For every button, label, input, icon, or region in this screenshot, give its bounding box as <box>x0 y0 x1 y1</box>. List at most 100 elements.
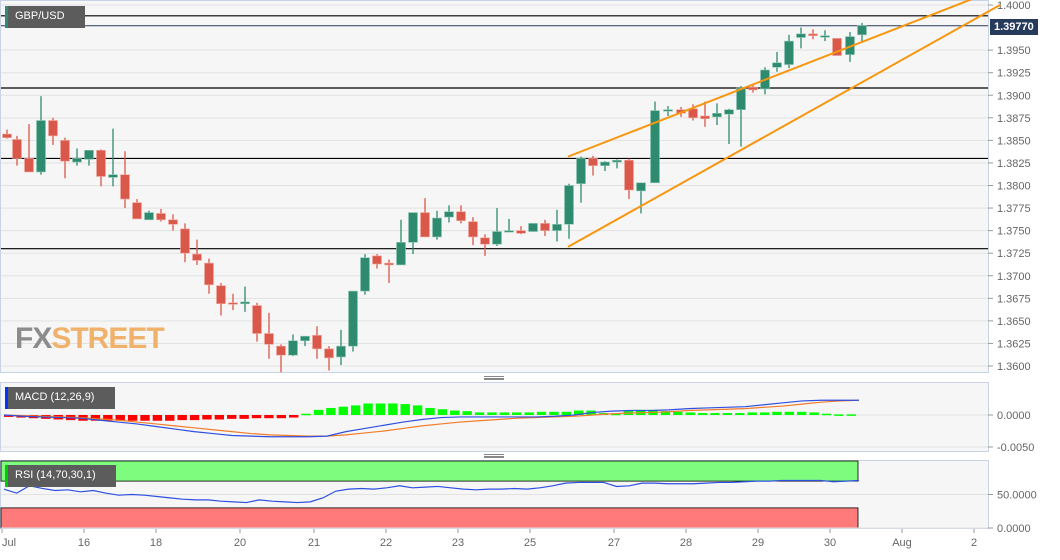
bearish-candle <box>2 133 12 138</box>
price-tick-label: 1.3900 <box>997 90 1031 102</box>
bearish-candle <box>96 150 106 177</box>
bullish-candle <box>84 150 94 160</box>
bearish-candle <box>516 230 526 234</box>
pane-resize-handle-macd[interactable] <box>484 376 504 380</box>
time-tick-label: 23 <box>452 537 464 549</box>
time-tick-label: 20 <box>234 537 246 549</box>
bearish-candle <box>384 262 394 266</box>
rsi-line <box>3 479 860 504</box>
bullish-candle <box>360 257 370 292</box>
bearish-candle <box>588 158 598 166</box>
bearish-candle <box>252 305 262 334</box>
bullish-candle <box>736 87 746 110</box>
bullish-candle <box>348 290 358 347</box>
pane-resize-handle-rsi[interactable] <box>484 454 504 458</box>
bullish-candle <box>288 340 298 356</box>
bullish-candle <box>108 174 118 178</box>
last-price-tag: 1.39770 <box>990 19 1038 35</box>
time-tick-label: 27 <box>608 537 620 549</box>
price-axis: 1.4000 1.3950 1.3925 1.3900 1.3875 1.3850 1.38… <box>988 0 1031 373</box>
macd-tick-label: -0.0050 <box>997 442 1034 454</box>
time-tick-label: 28 <box>680 537 692 549</box>
time-tick-label: Aug <box>892 537 912 549</box>
bearish-candle <box>264 333 274 345</box>
bullish-candle <box>784 40 794 65</box>
watermark-street: STREET <box>51 322 164 355</box>
bullish-candle <box>600 161 610 166</box>
rsi-label: RSI (14,70,30,1) <box>5 465 116 487</box>
bearish-candle <box>480 237 490 245</box>
bullish-candle <box>300 335 310 342</box>
bearish-candle <box>156 213 166 221</box>
price-tick-label: 1.3650 <box>997 316 1031 328</box>
rsi-title-text: RSI (14,70,30,1) <box>15 469 96 481</box>
bearish-candle <box>276 345 286 356</box>
rsi-overbought-zone <box>0 460 859 482</box>
symbol-label: GBP/USD <box>5 6 85 28</box>
bullish-candle <box>612 159 622 163</box>
price-tick-label: 1.4000 <box>997 0 1031 12</box>
bearish-candle <box>312 335 322 350</box>
time-tick-label: 16 <box>78 537 90 549</box>
price-tick-label: 1.3600 <box>997 361 1031 373</box>
bullish-candle <box>650 110 660 184</box>
channel-upper-line[interactable] <box>567 0 980 158</box>
bullish-candle <box>492 231 502 245</box>
macd-tick-label: 0.0000 <box>997 410 1031 422</box>
bullish-candle <box>408 212 418 243</box>
bullish-candle <box>796 33 806 38</box>
trend-channel <box>567 0 1001 248</box>
price-tick-label: 1.3775 <box>997 203 1031 215</box>
bearish-candle <box>120 174 130 200</box>
time-tick-label: 29 <box>752 537 764 549</box>
price-tick-label: 1.3875 <box>997 113 1031 125</box>
bearish-candle <box>420 212 430 238</box>
bearish-candle <box>832 38 842 56</box>
bullish-candle <box>396 242 406 266</box>
bearish-candle <box>168 219 178 225</box>
bullish-candle <box>432 217 442 238</box>
time-tick-label: 30 <box>824 537 836 549</box>
bullish-candle <box>576 158 586 184</box>
time-axis: Jul 16 18 20 21 22 23 25 27 28 29 30 Aug 2 <box>1 529 977 549</box>
bearish-candle <box>228 302 238 305</box>
rsi-accent-bar <box>5 465 8 487</box>
symbol-text: GBP/USD <box>15 10 65 22</box>
bullish-candle <box>712 113 722 118</box>
channel-lower-line[interactable] <box>567 4 1001 248</box>
price-tick-label: 1.3850 <box>997 135 1031 147</box>
bullish-candle <box>820 35 830 38</box>
price-tick-label: 1.3725 <box>997 248 1031 260</box>
macd-title-text: MACD (12,26,9) <box>15 391 95 403</box>
bullish-candle <box>36 120 46 173</box>
time-tick-label: 25 <box>524 537 536 549</box>
macd-plot: 0.0000 -0.0050 <box>1 399 1034 454</box>
bearish-candle <box>192 253 202 261</box>
bullish-candle <box>857 25 867 36</box>
bearish-candle <box>624 159 634 191</box>
bullish-candle <box>636 182 646 192</box>
rsi-plot: 50.0000 0.0000 <box>0 460 1037 535</box>
bullish-candle <box>240 301 250 305</box>
price-tick-label: 1.3700 <box>997 271 1031 283</box>
bullish-candle <box>528 223 538 232</box>
bearish-candle <box>24 158 34 173</box>
bearish-candle <box>372 255 382 265</box>
bearish-candle <box>468 221 478 238</box>
time-tick-label: 2 <box>971 537 977 549</box>
watermark-fx: FX <box>15 322 52 355</box>
fxstreet-watermark: FXSTREET <box>15 322 165 356</box>
bearish-candle <box>60 140 70 162</box>
price-pane[interactable] <box>0 0 989 373</box>
price-grid <box>1 4 988 367</box>
rsi-tick-label: 0.0000 <box>997 523 1031 535</box>
macd-signal-line <box>3 399 860 437</box>
price-tick-label: 1.3800 <box>997 181 1031 193</box>
bullish-candle <box>564 185 574 225</box>
bearish-candle <box>748 86 758 91</box>
bullish-candle <box>144 212 154 221</box>
price-tick-label: 1.3675 <box>997 293 1031 305</box>
price-tick-label: 1.3625 <box>997 338 1031 350</box>
bullish-candle <box>72 158 82 163</box>
